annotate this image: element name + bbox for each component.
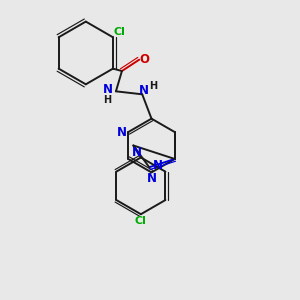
Text: N: N <box>153 159 163 172</box>
Text: H: H <box>103 95 112 105</box>
Text: Cl: Cl <box>114 27 125 37</box>
Text: N: N <box>117 126 127 139</box>
Text: N: N <box>132 146 142 160</box>
Text: N: N <box>139 84 149 97</box>
Text: N: N <box>146 172 157 185</box>
Text: Cl: Cl <box>135 216 147 226</box>
Text: O: O <box>140 52 150 66</box>
Text: H: H <box>149 81 158 91</box>
Text: N: N <box>103 83 112 96</box>
